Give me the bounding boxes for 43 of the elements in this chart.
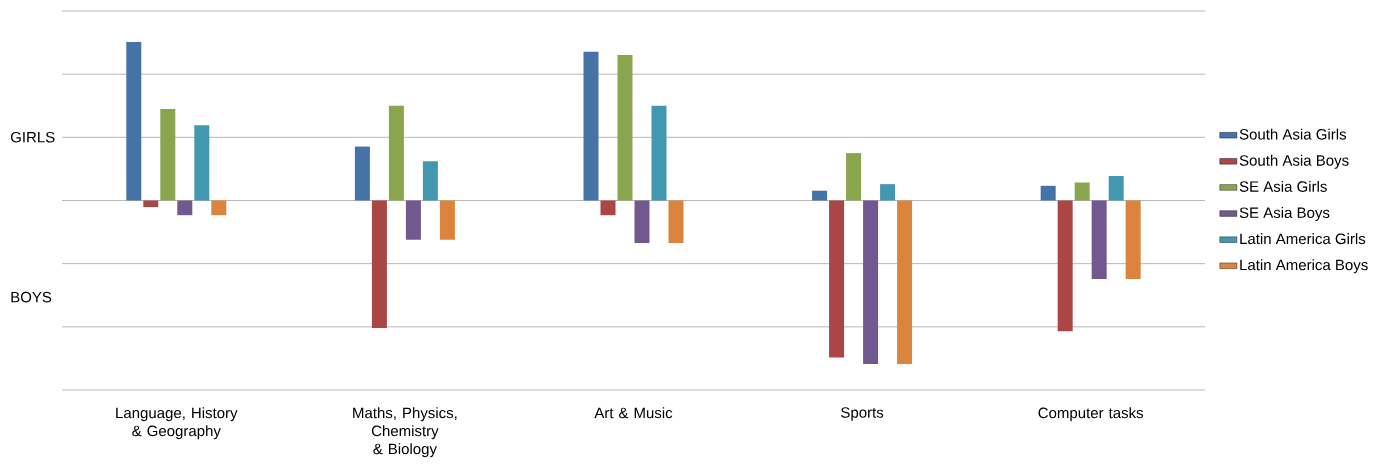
bar: [354, 146, 370, 201]
bar: [617, 55, 633, 201]
bar: [634, 200, 650, 243]
bar: [897, 200, 913, 364]
bar: [1074, 182, 1090, 201]
legend-label: South Asia Boys: [1239, 154, 1349, 169]
bar: [651, 105, 667, 201]
bar: [160, 108, 176, 201]
legend-label: Latin America Girls: [1240, 233, 1366, 245]
bar: [1091, 200, 1107, 279]
bar: [583, 51, 599, 201]
bar: [1125, 200, 1141, 279]
bar: [846, 153, 862, 201]
bar: [371, 200, 387, 328]
text: BOYS: [11, 291, 52, 303]
bar: [439, 200, 455, 240]
legend-label: Latin America Boys: [1240, 259, 1368, 274]
bar: [880, 184, 896, 201]
bar: [211, 200, 227, 216]
legend-label: South Asia Girls: [1239, 128, 1347, 140]
bar: [1057, 200, 1073, 332]
x-tick-label: Sports: [841, 407, 884, 421]
bar: [422, 161, 438, 201]
bar: [177, 200, 193, 216]
legend-label: SE Asia Boys: [1239, 207, 1330, 221]
bar: [1040, 185, 1056, 201]
bar: [194, 125, 210, 201]
bar: [126, 41, 142, 201]
bar: [143, 200, 159, 208]
bar: [863, 200, 879, 364]
bar: [812, 190, 828, 201]
text: GIRLS: [10, 131, 55, 143]
x-tick-label: Computer tasks: [1038, 407, 1144, 422]
bar: [668, 200, 684, 243]
bar: [600, 200, 616, 216]
x-tick-label: Language, History & Geography: [116, 407, 238, 440]
bar: [388, 105, 404, 201]
bar: [405, 200, 421, 240]
x-tick-label: Maths, Physics, Chemistry & Biology: [353, 407, 457, 458]
bar: [1108, 175, 1124, 201]
x-tick-label: Art & Music: [594, 407, 673, 419]
bar: [829, 200, 845, 358]
legend-label: SE Asia Girls: [1239, 180, 1327, 192]
